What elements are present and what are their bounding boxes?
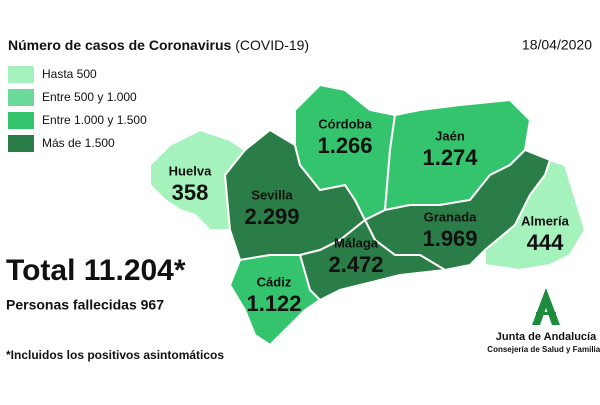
map <box>149 83 587 347</box>
legend-swatch <box>8 112 34 129</box>
title: Número de casos de Coronavirus (COVID-19… <box>8 37 309 53</box>
province-name: Cádiz <box>257 274 292 289</box>
date: 18/04/2020 <box>522 37 592 53</box>
province-value: 1.274 <box>422 145 478 170</box>
province-area <box>484 158 587 272</box>
total: Total 11.204* <box>6 254 186 287</box>
province-area <box>228 254 322 347</box>
legend-swatch <box>8 135 34 152</box>
legend-label: Hasta 500 <box>42 67 97 81</box>
province-name: Huelva <box>169 163 212 178</box>
province-name: Málaga <box>334 235 379 250</box>
title-sub: (COVID-19) <box>235 37 309 53</box>
province-value: 2.472 <box>328 252 383 277</box>
province-value: 1.969 <box>422 226 477 251</box>
legend-swatch <box>8 66 34 83</box>
legend: Hasta 500 Entre 500 y 1.000 Entre 1.000 y … <box>8 66 147 152</box>
province-name: Córdoba <box>318 116 372 131</box>
province-name: Sevilla <box>251 187 293 202</box>
deaths: Personas fallecidas 967 <box>6 297 164 313</box>
logo-department: Consejería de Salud y Familias <box>487 345 600 354</box>
province-value: 358 <box>172 180 209 205</box>
footnote: *Incluidos los positivos asintomáticos <box>6 348 224 362</box>
legend-label: Entre 1.000 y 1.500 <box>42 113 147 127</box>
province-value: 1.122 <box>246 291 301 316</box>
province-labels: Huelva 358 Sevilla 2.299 Córdoba 1.266 J… <box>169 116 570 315</box>
logo-bar <box>536 312 556 315</box>
logo: Junta de Andalucía Consejería de Salud y… <box>487 288 600 354</box>
province-area <box>298 218 449 302</box>
legend-label: Entre 500 y 1.000 <box>42 90 137 104</box>
province-name: Jaén <box>435 128 465 143</box>
logo-mark <box>532 288 560 325</box>
province-name: Granada <box>424 209 478 224</box>
province-value: 444 <box>527 230 564 255</box>
legend-label: Más de 1.500 <box>42 136 115 150</box>
logo-name: Junta de Andalucía <box>496 331 597 343</box>
title-main: Número de casos de Coronavirus <box>8 37 232 53</box>
province-name: Almería <box>521 213 569 228</box>
legend-swatch <box>8 89 34 106</box>
province-value: 1.266 <box>317 133 372 158</box>
province-value: 2.299 <box>244 204 299 229</box>
